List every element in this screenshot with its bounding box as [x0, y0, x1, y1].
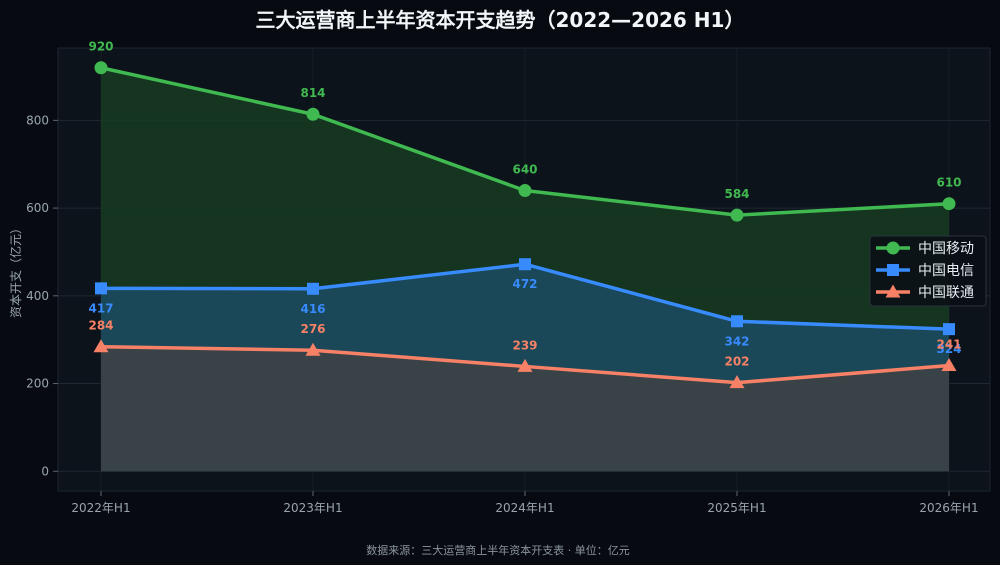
data-point [518, 184, 532, 198]
data-label: 324 [936, 342, 961, 356]
data-point [729, 375, 745, 389]
axes: 0 200 400 600 800 2022年H1 2023年H1 2024年H1 2025年H… [26, 113, 979, 515]
data-label: 640 [512, 163, 537, 177]
legend-box [869, 235, 987, 307]
y-tick-label: 800 [26, 113, 49, 127]
data-label: 276 [300, 322, 325, 336]
x-tick-label: 2024年H1 [495, 501, 554, 515]
data-point [942, 197, 956, 211]
legend-label: 中国电信 [918, 263, 974, 279]
data-point [93, 339, 109, 353]
legend-label: 中国移动 [918, 241, 974, 257]
data-label: 241 [936, 338, 961, 352]
data-label: 814 [300, 86, 325, 100]
data-point [95, 282, 107, 295]
data-point [517, 358, 533, 372]
y-tick-label: 200 [26, 377, 49, 391]
data-point [943, 323, 955, 336]
y-tick-label: 0 [41, 464, 49, 478]
data-label: 472 [512, 277, 537, 291]
x-tick-label: 2025年H1 [707, 501, 766, 515]
data-point [731, 315, 743, 328]
legend-marker [886, 241, 900, 255]
series-area-2 [101, 346, 949, 472]
data-labels: 920 814 640 584 610 417 416 472 342 324 284 276 239 2… [88, 40, 961, 369]
data-label: 416 [300, 302, 325, 316]
data-label: 584 [724, 187, 749, 201]
data-point [307, 282, 319, 295]
data-point [306, 107, 320, 121]
y-axis-label: 资本开支（亿元） [8, 222, 23, 318]
source-note: 数据来源：三大运营商上半年资本开支表 · 单位：亿元 [366, 543, 630, 557]
data-label: 284 [88, 319, 113, 333]
data-label: 417 [88, 301, 113, 315]
data-point [519, 258, 531, 271]
x-tick-label: 2023年H1 [283, 501, 342, 515]
x-tick-label: 2022年H1 [71, 501, 130, 515]
data-point [94, 61, 108, 75]
x-tick-label: 2026年H1 [919, 501, 978, 515]
legend-label: 中国联通 [918, 285, 974, 301]
legend-marker [885, 284, 901, 298]
data-label: 342 [724, 334, 749, 348]
data-label: 202 [724, 355, 749, 369]
data-label: 239 [512, 338, 537, 352]
data-label: 920 [88, 40, 113, 54]
data-label: 610 [936, 176, 961, 190]
data-point [730, 208, 744, 222]
chart-title: 三大运营商上半年资本开支趋势（2022—2026 H1） [256, 8, 745, 32]
y-tick-label: 600 [26, 201, 49, 215]
data-point [941, 358, 957, 372]
data-point [305, 342, 321, 356]
series-markers [93, 61, 957, 389]
legend-marker [887, 264, 899, 276]
y-tick-label: 400 [26, 289, 49, 303]
